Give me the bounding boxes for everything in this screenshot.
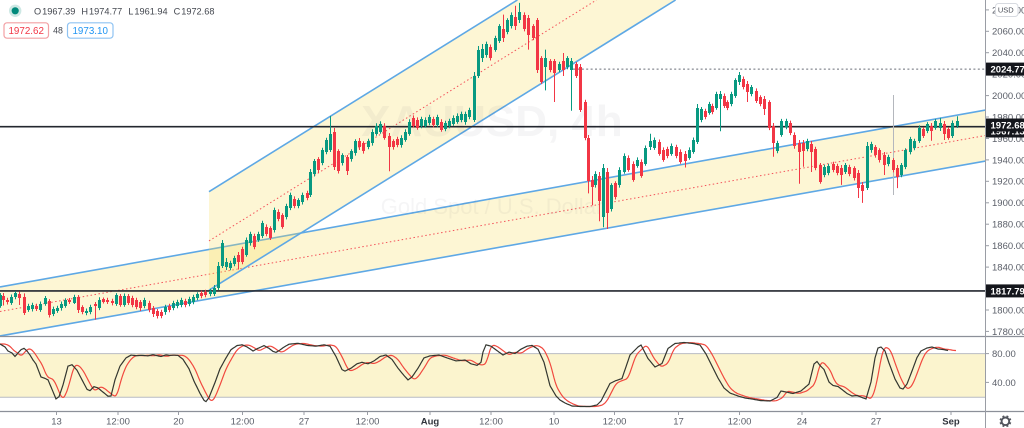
svg-text:20: 20 — [173, 417, 184, 428]
svg-text:Sep: Sep — [942, 417, 960, 428]
svg-text:48: 48 — [53, 26, 63, 36]
svg-text:USD: USD — [998, 6, 1014, 15]
svg-text:27: 27 — [871, 417, 882, 428]
svg-text:2040.00: 2040.00 — [992, 48, 1024, 59]
svg-text:1920.00: 1920.00 — [992, 177, 1024, 188]
svg-text:1860.00: 1860.00 — [992, 241, 1024, 252]
svg-text:17: 17 — [673, 417, 684, 428]
svg-text:12:00: 12:00 — [106, 417, 130, 428]
svg-text:1980.00: 1980.00 — [992, 112, 1024, 123]
svg-text:1880.00: 1880.00 — [992, 220, 1024, 231]
svg-text:12:00: 12:00 — [728, 417, 752, 428]
svg-text:1800.00: 1800.00 — [992, 305, 1024, 316]
svg-text:1972.62: 1972.62 — [8, 26, 43, 37]
svg-text:Aug: Aug — [421, 417, 440, 428]
svg-text:1900.00: 1900.00 — [992, 198, 1024, 209]
svg-text:2000.00: 2000.00 — [992, 91, 1024, 102]
svg-text:12:00: 12:00 — [479, 417, 503, 428]
svg-text:24: 24 — [797, 417, 808, 428]
svg-text:1940.00: 1940.00 — [992, 155, 1024, 166]
svg-text:2024.77: 2024.77 — [991, 65, 1024, 76]
svg-text:1780.00: 1780.00 — [992, 327, 1024, 338]
svg-text:2060.00: 2060.00 — [992, 27, 1024, 38]
svg-text:12:00: 12:00 — [231, 417, 255, 428]
svg-text:1817.79: 1817.79 — [991, 286, 1024, 297]
svg-text:Gold Spot / U.S. Dollar: Gold Spot / U.S. Dollar — [381, 194, 604, 219]
svg-text:40.00: 40.00 — [992, 378, 1016, 389]
svg-text:27: 27 — [299, 417, 310, 428]
svg-text:1972.68: 1972.68 — [991, 120, 1024, 131]
svg-text:1973.10: 1973.10 — [72, 26, 108, 37]
svg-text:12:00: 12:00 — [603, 417, 627, 428]
svg-text:1960.00: 1960.00 — [992, 134, 1024, 145]
svg-text:1840.00: 1840.00 — [992, 263, 1024, 274]
svg-text:13: 13 — [51, 417, 62, 428]
svg-text:1967.13: 1967.13 — [991, 126, 1024, 137]
svg-text:12:00: 12:00 — [356, 417, 380, 428]
svg-text:80.00: 80.00 — [992, 349, 1016, 360]
svg-text:10: 10 — [549, 417, 560, 428]
